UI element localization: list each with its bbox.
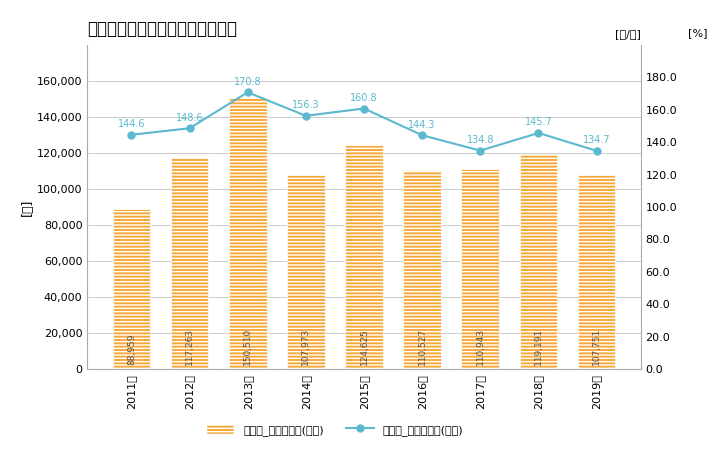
Bar: [345, 144, 383, 369]
Text: [㎡/棟]: [㎡/棟]: [614, 28, 641, 39]
Text: 170.8: 170.8: [234, 76, 261, 87]
Text: 150,510: 150,510: [243, 328, 252, 365]
Text: 117,263: 117,263: [185, 328, 194, 365]
Text: 124,625: 124,625: [360, 328, 368, 365]
Bar: [520, 154, 558, 369]
Text: 134.7: 134.7: [583, 135, 610, 145]
Text: 145.7: 145.7: [525, 117, 553, 127]
Text: 119,191: 119,191: [534, 328, 543, 365]
Text: 134.8: 134.8: [467, 135, 494, 145]
Bar: [462, 169, 499, 369]
Text: 110,943: 110,943: [476, 328, 485, 365]
Bar: [287, 175, 325, 369]
Text: 107,751: 107,751: [592, 328, 601, 365]
Text: 156.3: 156.3: [292, 100, 320, 110]
Text: 107,973: 107,973: [301, 328, 310, 365]
Text: 144.3: 144.3: [408, 120, 436, 130]
Bar: [229, 98, 266, 369]
Text: [%]: [%]: [687, 28, 707, 39]
Bar: [578, 175, 615, 369]
Bar: [170, 158, 208, 369]
Text: 88,959: 88,959: [127, 334, 136, 365]
Legend: 住宅用_床面積合計(左軸), 住宅用_平均床面積(右軸): 住宅用_床面積合計(左軸), 住宅用_平均床面積(右軸): [202, 419, 467, 440]
Text: 110,527: 110,527: [418, 328, 427, 365]
Text: 住宅用建築物の床面積合計の推移: 住宅用建築物の床面積合計の推移: [87, 20, 237, 38]
Text: 148.6: 148.6: [175, 112, 203, 122]
Text: 160.8: 160.8: [350, 93, 378, 103]
Y-axis label: [㎡]: [㎡]: [21, 198, 34, 216]
Text: 144.6: 144.6: [118, 119, 145, 129]
Bar: [113, 209, 150, 369]
Bar: [403, 170, 441, 369]
